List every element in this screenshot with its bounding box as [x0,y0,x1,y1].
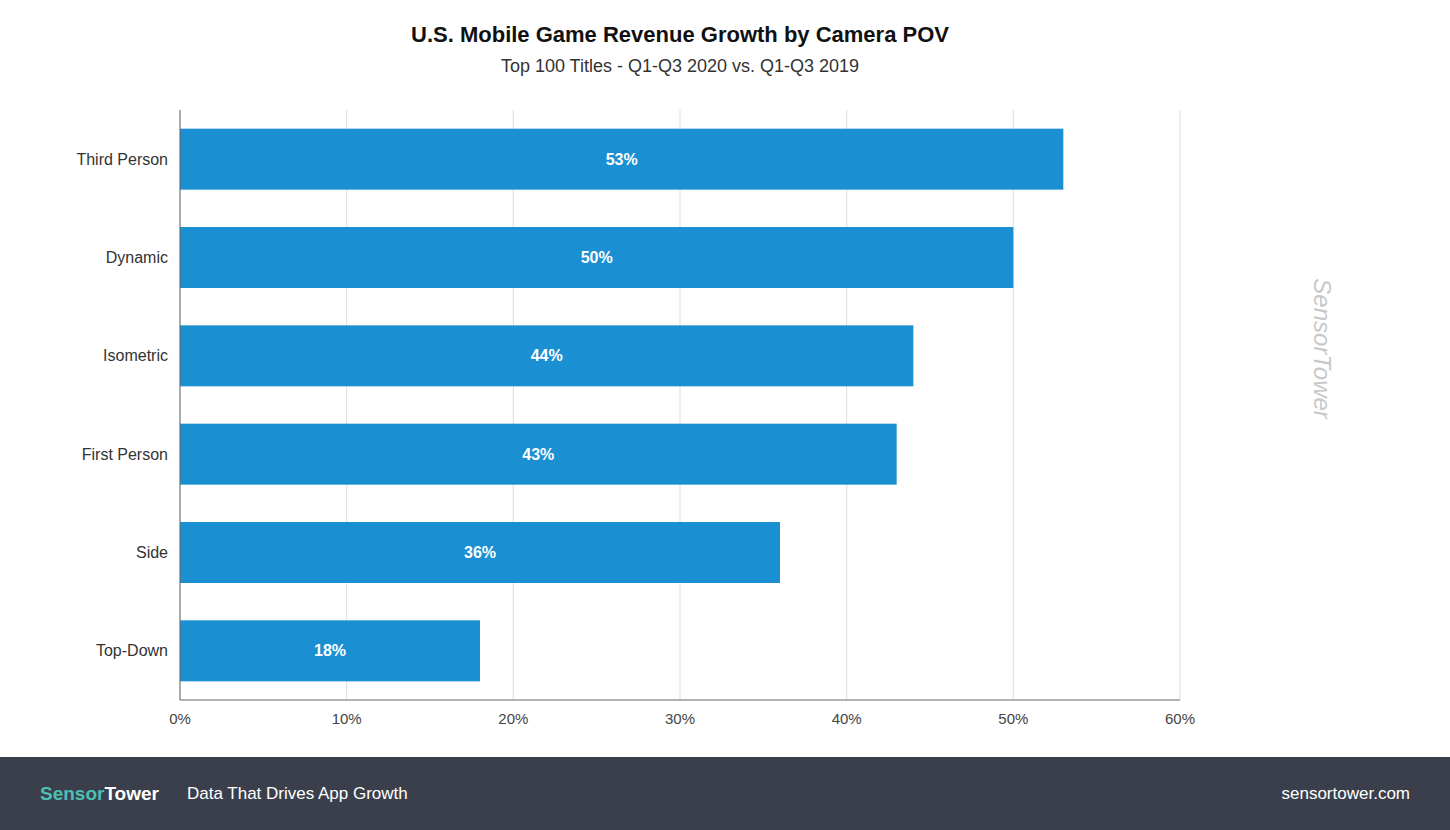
grid-line [1180,110,1181,700]
data-label: 43% [522,446,554,463]
grid-line [346,110,347,700]
grid-line [1013,110,1014,700]
chart-title: U.S. Mobile Game Revenue Growth by Camer… [411,22,949,47]
chart-svg: U.S. Mobile Game Revenue Growth by Camer… [0,0,1450,830]
y-tick-label: Dynamic [106,249,168,266]
data-label: 53% [606,151,638,168]
x-tick-label: 10% [332,710,362,727]
footer-brand: Tower [104,783,159,804]
x-tick-label: 60% [1165,710,1195,727]
chart-container: U.S. Mobile Game Revenue Growth by Camer… [0,0,1450,830]
grid [180,110,1180,700]
bar [180,424,897,485]
bar [180,522,780,583]
x-tick-label: 20% [498,710,528,727]
data-label: 36% [464,544,496,561]
data-label: 50% [581,249,613,266]
grid-line [846,110,847,700]
bar [180,620,480,681]
bars [180,129,1063,682]
footer-tagline: Data That Drives App Growth [187,784,408,803]
y-tick-label: First Person [82,446,168,463]
x-tick-label: 0% [169,710,191,727]
bar [180,129,1063,190]
data-label: 44% [531,347,563,364]
grid-line [680,110,681,700]
bar [180,325,913,386]
grid-line [180,110,181,700]
y-tick-label: Third Person [76,151,168,168]
grid-line [513,110,514,700]
y-tick-label: Side [136,544,168,561]
data-labels: 53% 50% 44% 43% 36% 18% [314,151,638,660]
y-tick-label: Isometric [103,347,168,364]
footer-url: sensortower.com [1282,784,1411,803]
footer [0,757,1450,830]
x-tick-label: 30% [665,710,695,727]
x-tick-label: 40% [832,710,862,727]
data-label: 18% [314,642,346,659]
y-tick-label: Top-Down [96,642,168,659]
bar [180,227,1013,288]
watermark: SensorTower [1309,278,1336,420]
background [0,0,1450,830]
chart-subtitle: Top 100 Titles - Q1-Q3 2020 vs. Q1-Q3 20… [501,56,859,76]
x-tick-label: 50% [998,710,1028,727]
footer-brand: Sensor [40,783,105,804]
y-axis-line [180,110,181,700]
x-axis-line [180,700,1180,701]
